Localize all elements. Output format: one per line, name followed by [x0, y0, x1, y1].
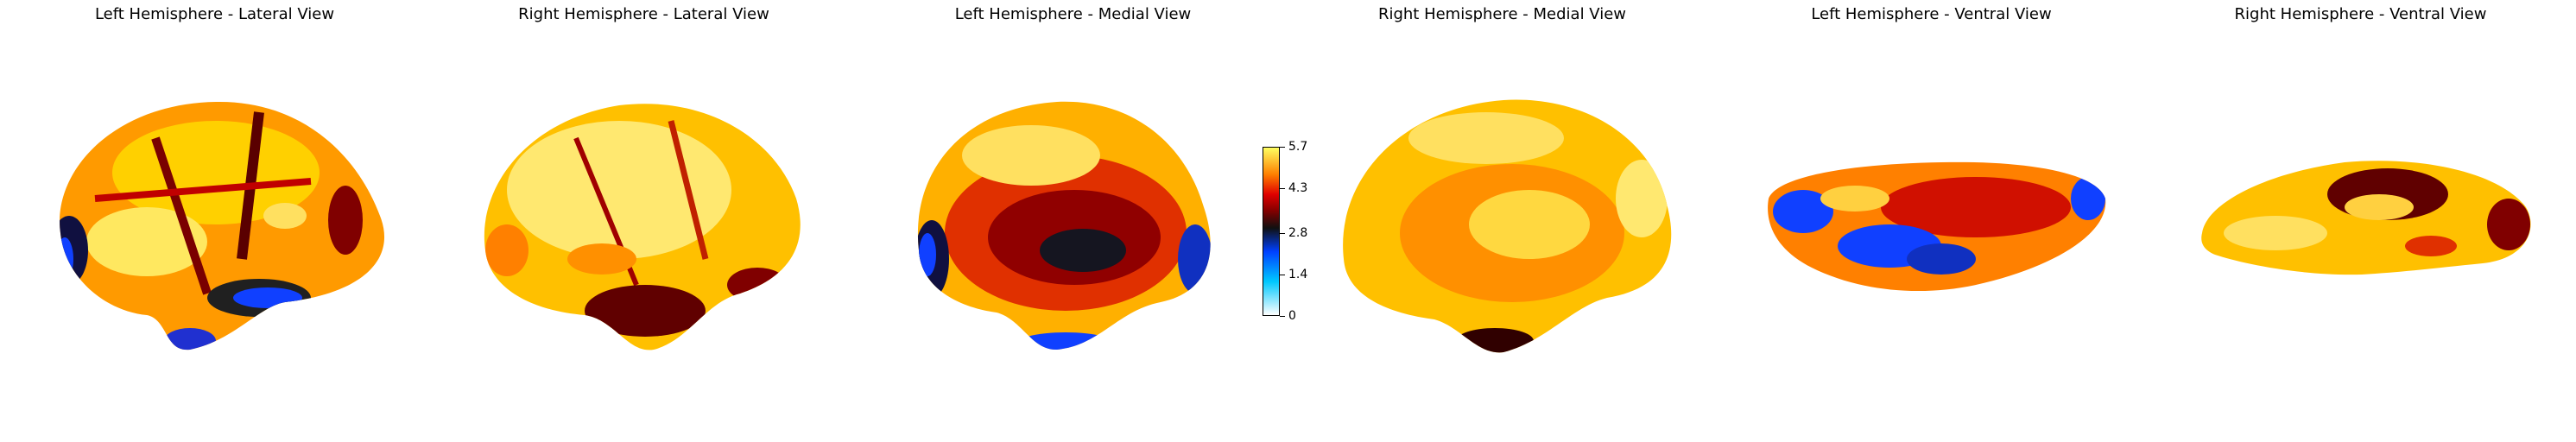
panel-left-lateral: Left Hemisphere - Lateral View: [0, 0, 429, 442]
colorbar-tick-label: 0: [1288, 309, 1296, 323]
panel-title: Right Hemisphere - Medial View: [1377, 5, 1627, 23]
brain-left-lateral: [60, 101, 385, 350]
colorbar-tick-label: 1.4: [1288, 267, 1308, 281]
panel-right-ventral: Right Hemisphere - Ventral View: [2146, 0, 2575, 442]
panel-right-lateral: Right Hemisphere - Lateral View: [429, 0, 858, 442]
panel-title: Right Hemisphere - Lateral View: [518, 5, 769, 23]
brain-surface-map: [60, 101, 385, 350]
colorbar-tick: [1280, 147, 1285, 148]
brain-surface-map: [484, 104, 801, 350]
brain-right-lateral: [484, 104, 801, 350]
brain-surface-map: [1768, 161, 2106, 292]
colorbar-tick: [1280, 232, 1285, 234]
colorbar-tick-label: 5.7: [1288, 140, 1308, 154]
brain-right-medial: [1343, 99, 1672, 353]
brain-left-medial: [917, 101, 1211, 350]
colorbar-tick-label: 2.8: [1288, 225, 1308, 240]
panel-left-ventral: Left Hemisphere - Ventral View: [1717, 0, 2146, 442]
brain-left-ventral: [1768, 161, 2106, 292]
panel-title: Left Hemisphere - Lateral View: [94, 5, 335, 23]
panel-right-medial: Right Hemisphere - Medial View: [1288, 0, 1717, 442]
panel-title: Left Hemisphere - Ventral View: [1811, 5, 2052, 23]
brain-surface-map: [1343, 99, 1672, 353]
panel-title: Right Hemisphere - Ventral View: [2234, 5, 2487, 23]
colorbar: [1263, 147, 1280, 316]
brain-surface-map: [2201, 161, 2531, 275]
colorbar-tick-label: 4.3: [1288, 181, 1308, 196]
colorbar-tick: [1280, 188, 1285, 190]
brain-right-ventral: [2201, 161, 2531, 275]
colorbar-tick: [1280, 316, 1285, 317]
panel-left-medial: Left Hemisphere - Medial View: [858, 0, 1288, 442]
panel-title: Left Hemisphere - Medial View: [954, 5, 1192, 23]
brain-surface-map: [917, 101, 1211, 350]
